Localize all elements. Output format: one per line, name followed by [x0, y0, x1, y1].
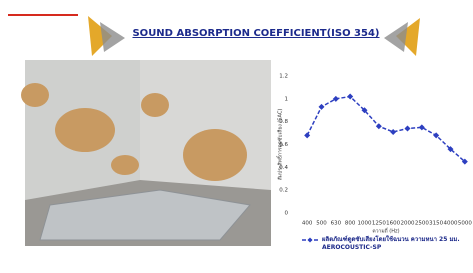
y-tick-label: 1.2 [279, 74, 288, 80]
x-tick-label: 5000 [458, 221, 472, 227]
x-tick-label: 400 [302, 221, 313, 227]
point [304, 132, 310, 138]
x-tick-label: 1250 [372, 221, 386, 227]
point [319, 104, 325, 110]
point [405, 126, 411, 132]
legend-label: ผลิตภัณฑ์ดูดซับเสียงโดยใช้ฉนวน ความหนา 2… [322, 236, 460, 251]
photo [21, 60, 271, 246]
x-tick-label: 800 [345, 221, 356, 227]
decor-right-2 [384, 22, 408, 52]
point [390, 129, 396, 135]
chart: SOUND ABSORPTION COEFFICIENT(ISO 354) 0 0… [0, 0, 473, 273]
x-tick-label: 1600 [386, 221, 400, 227]
y-tick-label: 0 [285, 211, 289, 217]
decor-left-2 [100, 22, 125, 52]
point [376, 123, 382, 129]
y-axis-label: สัมประสิทธิ์การดูดซับเสียง (SAC) [276, 109, 284, 181]
series-line [307, 97, 465, 162]
y-tick-label: 0.2 [279, 188, 288, 194]
legend: ผลิตภัณฑ์ดูดซับเสียงโดยใช้ฉนวน ความหนา 2… [300, 236, 470, 252]
x-tick-label: 2000 [401, 221, 415, 227]
x-tick-label: 4000 [444, 221, 458, 227]
point [333, 96, 339, 102]
x-tick-label: 3150 [429, 221, 443, 227]
x-tick-label: 1000 [358, 221, 372, 227]
point [419, 124, 425, 130]
x-tick-label: 2500 [415, 221, 429, 227]
x-axis-label: ความถี่ (Hz) [372, 228, 399, 235]
point [347, 94, 353, 100]
slide-title: SOUND ABSORPTION COEFFICIENT(ISO 354) [132, 28, 379, 39]
x-tick-label: 630 [331, 221, 342, 227]
x-tick-label: 500 [316, 221, 327, 227]
y-tick-label: 1 [285, 96, 289, 102]
slide: SOUND ABSORPTION COEFFICIENT(ISO 354) 0 0… [0, 0, 473, 273]
